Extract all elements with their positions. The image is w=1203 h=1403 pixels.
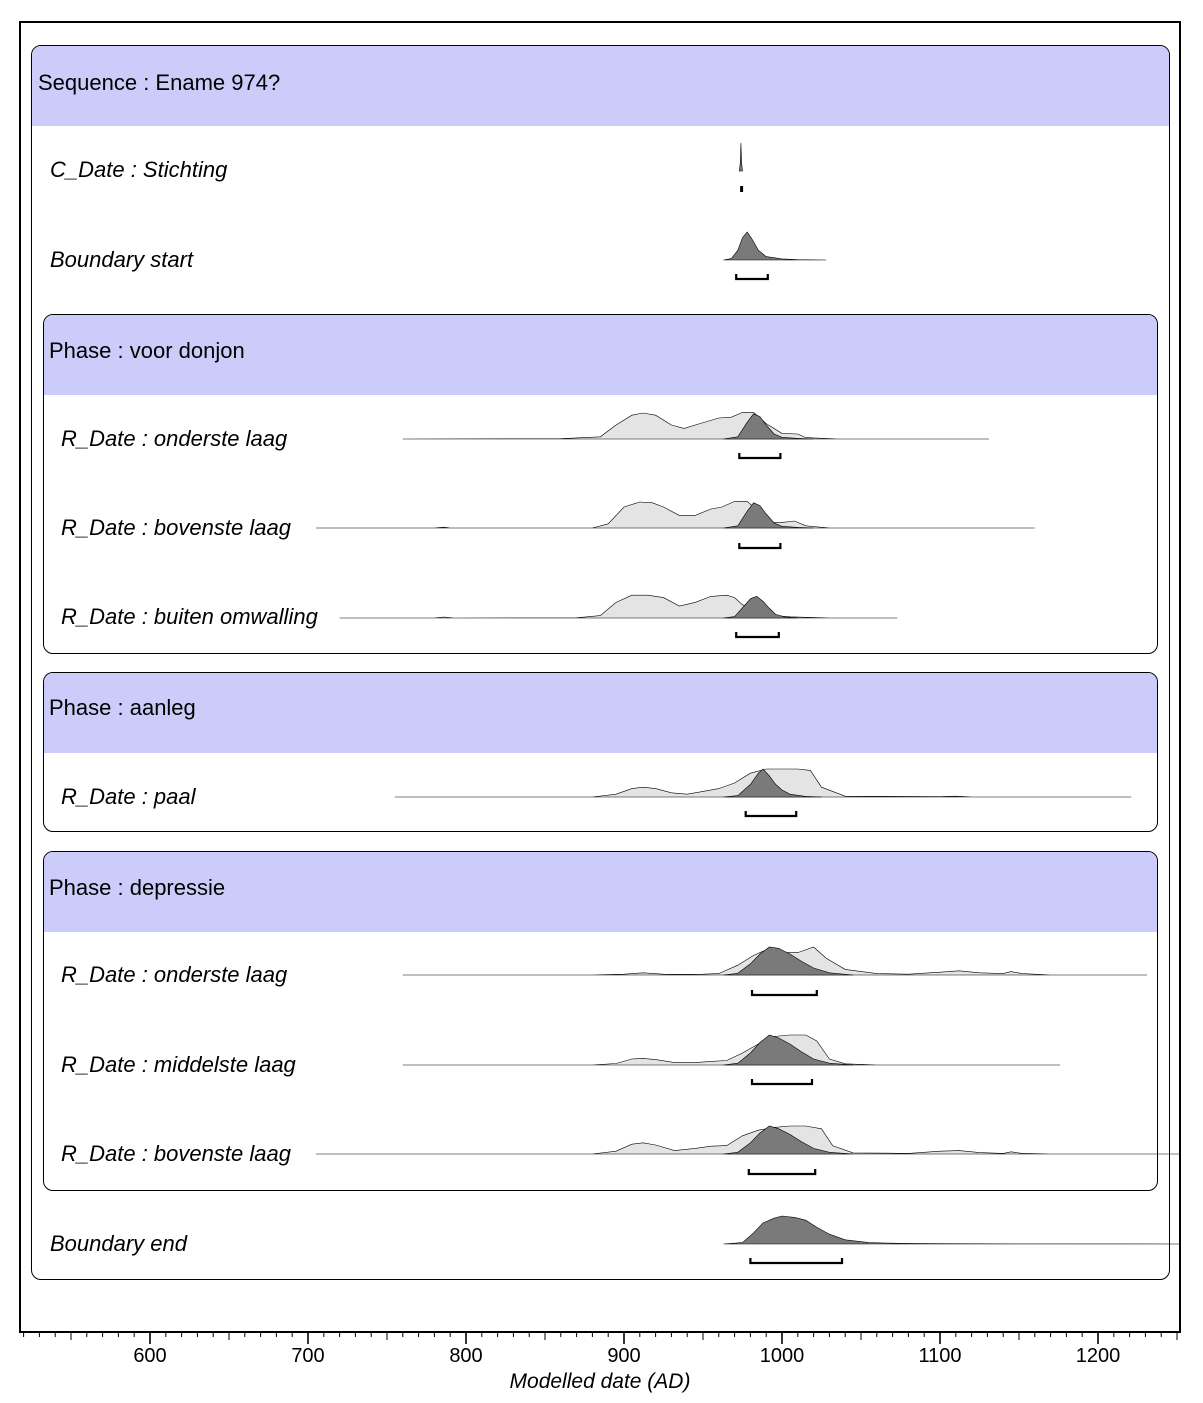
hpd-range [750, 990, 818, 997]
phase-header [44, 852, 1157, 932]
phase-label: Phase : depressie [49, 875, 226, 900]
row-label: R_Date : bovenste laag [61, 515, 291, 540]
tick-label: 600 [133, 1345, 166, 1367]
plot-frame [19, 21, 1181, 1332]
distributions [315, 142, 1182, 1265]
tick-label: 800 [449, 1345, 482, 1367]
hpd-range [750, 1079, 814, 1086]
distribution-row [723, 1215, 1182, 1265]
phase-box: Phase : aanleg [43, 672, 1158, 832]
sequence-header [32, 46, 1169, 126]
distribution-row [315, 1125, 1181, 1176]
sequence-label: Sequence : Ename 974? [38, 70, 281, 95]
prior-distribution [339, 594, 898, 619]
phase-box: Phase : depressie [43, 851, 1158, 1191]
prior-distribution [402, 412, 989, 440]
tick-label: 1100 [918, 1345, 961, 1367]
tick-label: 900 [607, 1345, 640, 1367]
phase-box: Phase : voor donjon [43, 314, 1158, 654]
posterior-distribution [738, 142, 743, 172]
posterior-distribution [723, 1215, 1182, 1245]
posterior-distribution [723, 1125, 854, 1155]
x-axis: 600 700 800 900 1000 1100 1200 Modelled date (… [19, 1331, 1181, 1393]
tick-label: 1200 [1076, 1345, 1121, 1367]
hpd-range [749, 1258, 844, 1265]
posterior-distribution [723, 768, 822, 798]
phase-header [44, 315, 1157, 395]
row-label: R_Date : buiten omwalling [61, 604, 318, 629]
hpd-range [747, 1169, 817, 1176]
distribution-row [394, 768, 1132, 818]
prior-distribution [315, 1125, 1181, 1155]
row-label: R_Date : onderste laag [61, 962, 288, 987]
row-label: R_Date : onderste laag [61, 426, 288, 451]
row-label: Boundary end [50, 1231, 187, 1256]
distribution-row [723, 231, 827, 281]
row-label: R_Date : bovenste laag [61, 1141, 291, 1166]
row-label: R_Date : middelste laag [61, 1052, 296, 1077]
hpd-range [738, 453, 782, 460]
prior-distribution [402, 1034, 1061, 1066]
posterior-distribution [723, 1034, 854, 1066]
distribution-row [402, 412, 989, 460]
distribution-row [402, 946, 1147, 997]
x-axis-title: Modelled date (AD) [510, 1370, 691, 1393]
tick-label: 700 [291, 1345, 324, 1367]
posterior-distribution [723, 413, 814, 440]
distribution-row [339, 594, 898, 639]
distribution-row [738, 142, 744, 192]
row-label: R_Date : paal [61, 784, 196, 809]
hpd-range [740, 186, 744, 192]
x-axis-ticks: 600 700 800 900 1000 1100 1200 [23, 1332, 1178, 1367]
hpd-range [738, 543, 782, 550]
posterior-distribution [723, 502, 814, 529]
posterior-distribution [723, 596, 798, 619]
hpd-range [735, 274, 769, 281]
distribution-row [315, 501, 1035, 550]
distribution-row [402, 1034, 1061, 1086]
hpd-range [735, 632, 780, 639]
posterior-distribution [723, 231, 827, 261]
row-label: C_Date : Stichting [50, 157, 228, 182]
row-label: Boundary start [50, 247, 194, 272]
phase-label: Phase : voor donjon [49, 338, 245, 363]
posterior-distribution [723, 946, 854, 976]
hpd-range [744, 811, 798, 818]
phase-label: Phase : aanleg [49, 695, 196, 720]
tick-label: 1000 [760, 1345, 805, 1367]
phase-header [44, 673, 1157, 753]
prior-distribution [315, 501, 1035, 529]
